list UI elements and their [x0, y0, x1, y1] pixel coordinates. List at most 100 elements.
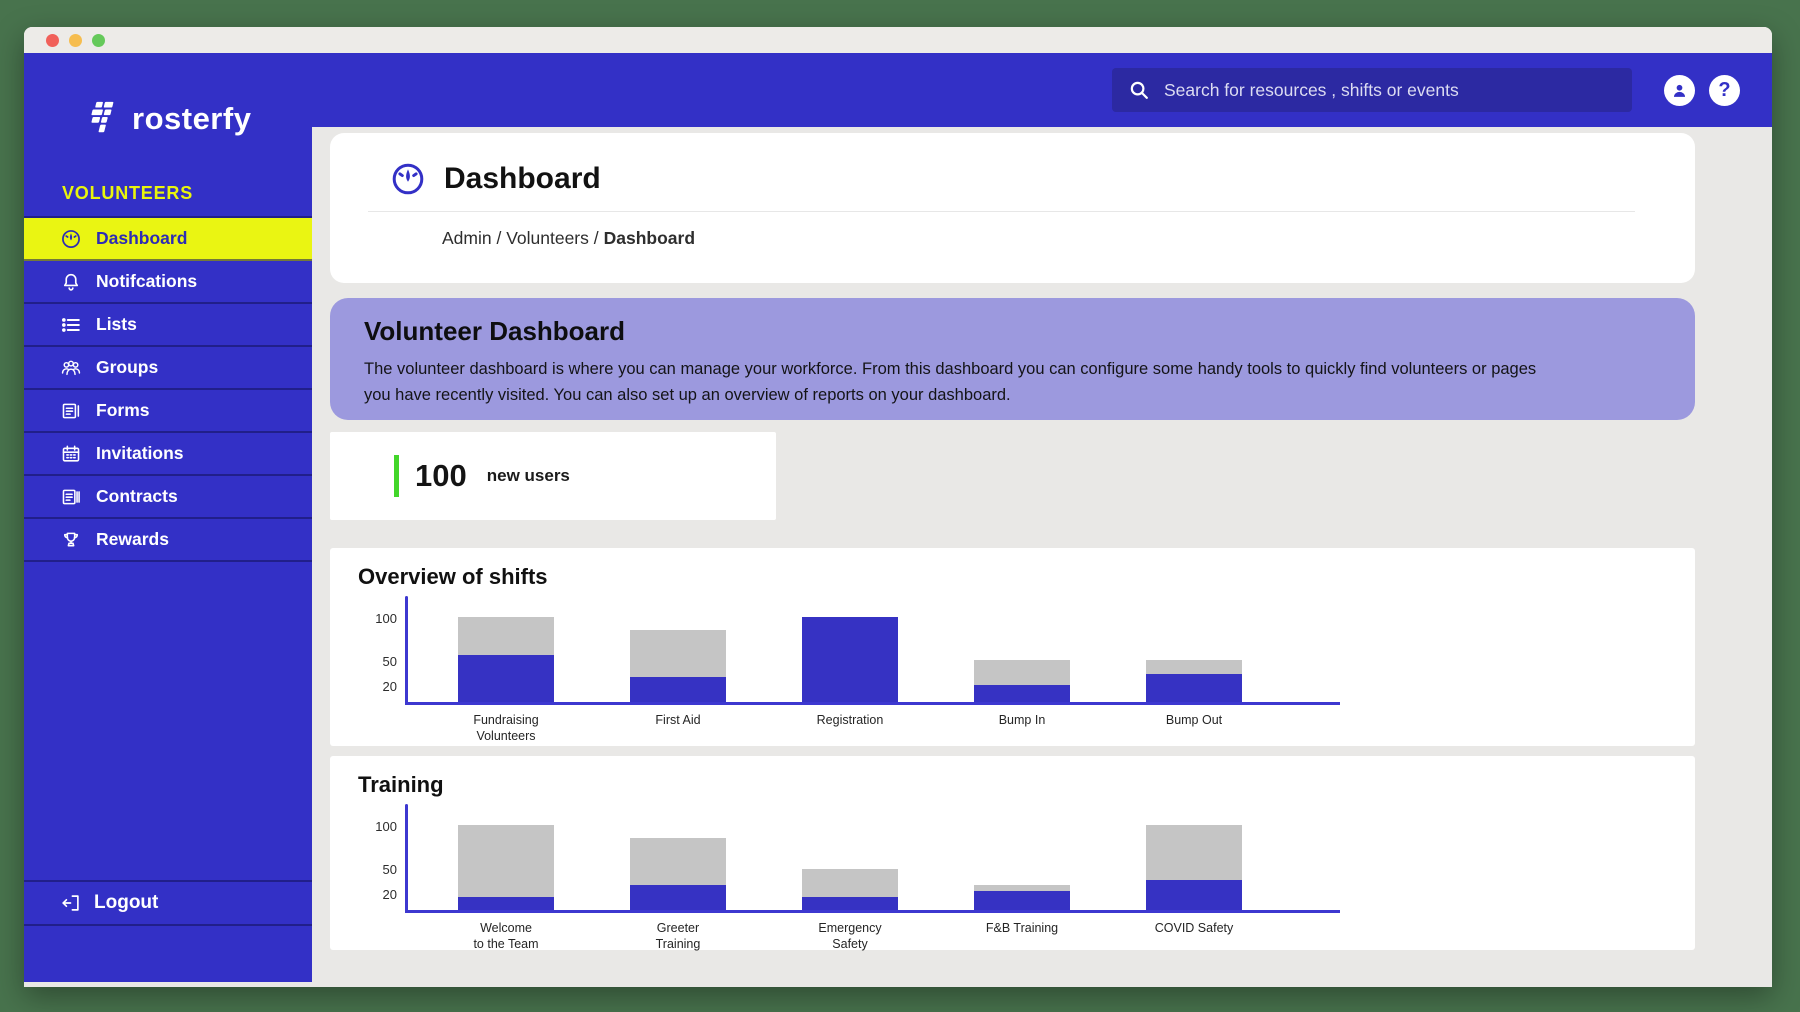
sidebar-item-rewards[interactable]: Rewards [24, 519, 312, 562]
category-label: F&B Training [985, 921, 1059, 935]
sidebar: rosterfy VOLUNTEERS Dashboard Notifcation… [24, 53, 312, 982]
logout-label: Logout [94, 892, 159, 913]
chart-title: Training [358, 772, 444, 797]
breadcrumb-current: Dashboard [603, 228, 696, 248]
search-box[interactable] [1112, 68, 1632, 112]
sidebar-item-label: Contracts [96, 486, 178, 506]
accent-bar [394, 455, 399, 497]
profile-button[interactable] [1664, 74, 1695, 106]
new-users-label: new users [486, 466, 570, 485]
training-card: Training 100 50 20 Welcome to the Team Greet… [330, 756, 1695, 952]
new-users-value: 100 [415, 458, 467, 493]
logout-icon [60, 892, 82, 914]
sidebar-item-label: Lists [96, 314, 137, 334]
category-label: Registration [816, 713, 884, 727]
sidebar-item-notifcations[interactable]: Notifcations [24, 261, 312, 304]
main-content: Dashboard Admin / Volunteers / Dashboard … [312, 127, 1772, 987]
minimize-window-button[interactable] [69, 33, 82, 47]
banner-title: Volunteer Dashboard [364, 316, 626, 346]
stacked-bar [974, 659, 1070, 702]
topbar: ? [312, 53, 1772, 127]
stacked-bar [802, 869, 898, 910]
sidebar-item-label: Groups [96, 357, 159, 377]
zoom-window-button[interactable] [92, 33, 105, 47]
bar-segment-filled [802, 897, 898, 910]
breadcrumb: Admin / Volunteers / Dashboard [442, 228, 1695, 249]
calendar-icon [60, 443, 82, 465]
stacked-bar [458, 617, 554, 702]
bar-segment-filled [1146, 880, 1242, 910]
sidebar-item-groups[interactable]: Groups [24, 347, 312, 390]
y-axis-line [405, 596, 408, 705]
question-mark-icon: ? [1718, 78, 1731, 101]
y-axis-tick-label: 100 [375, 819, 397, 834]
bar-segment-remaining [1146, 825, 1242, 881]
sidebar-item-logout[interactable]: Logout [24, 880, 312, 926]
bar-segment-remaining [630, 837, 726, 885]
category-label: Bump In [998, 713, 1046, 727]
search-icon [1128, 79, 1150, 101]
sidebar-item-label: Invitations [96, 443, 184, 463]
breadcrumb-path[interactable]: Admin / Volunteers / [442, 228, 599, 248]
x-axis-line [405, 910, 1340, 913]
people-icon [60, 357, 82, 379]
sidebar-item-label: Dashboard [96, 228, 188, 248]
bar-segment-remaining [974, 659, 1070, 685]
contract-icon [60, 486, 82, 508]
bar-segment-filled [1146, 673, 1242, 702]
category-label: Emergency Safety [818, 921, 882, 952]
bar-segment-remaining [974, 884, 1070, 892]
bar-segment-filled [630, 884, 726, 910]
bar-segment-filled [458, 655, 554, 702]
close-window-button[interactable] [46, 33, 59, 47]
bar-segment-remaining [1146, 659, 1242, 674]
list-icon [60, 314, 82, 336]
sidebar-item-forms[interactable]: Forms [24, 390, 312, 433]
category-label: Fundraising Volunteers [473, 713, 539, 744]
page-title: Dashboard [444, 162, 601, 195]
sidebar-item-lists[interactable]: Lists [24, 304, 312, 347]
help-button[interactable]: ? [1709, 74, 1740, 106]
overview-of-shifts-chart: 100 50 20 Fundraising Volunteers First Aid Re… [358, 596, 1695, 743]
page-header-card: Dashboard Admin / Volunteers / Dashboard [330, 133, 1695, 283]
y-axis-tick-label: 20 [382, 679, 397, 694]
bar-segment-remaining [458, 825, 554, 898]
stacked-bar [630, 837, 726, 910]
bar-segment-filled [802, 617, 898, 702]
category-label: First Aid [655, 713, 701, 727]
rosterfy-logo[interactable]: rosterfy [24, 53, 312, 139]
overview-of-shifts-card: Overview of shifts 100 50 20 Fundraising Vo… [330, 548, 1695, 746]
stacked-bar [630, 629, 726, 702]
new-users-stat-card: 100 new users [330, 432, 776, 520]
stacked-bar [974, 884, 1070, 910]
sidebar-item-dashboard[interactable]: Dashboard [24, 218, 312, 261]
stacked-bar [1146, 659, 1242, 702]
document-icon [60, 400, 82, 422]
rosterfy-logo-icon [82, 99, 120, 139]
category-label: Greeter Training [655, 921, 701, 952]
bar-segment-remaining [630, 629, 726, 677]
bar-segment-filled [974, 891, 1070, 910]
bar-segment-filled [974, 685, 1070, 702]
sidebar-nav: Dashboard Notifcations Lists Groups Forms Inv… [24, 216, 312, 562]
chart-title: Overview of shifts [358, 564, 548, 589]
y-axis-line [405, 804, 408, 913]
divider [368, 211, 1635, 212]
stacked-bar [1146, 825, 1242, 910]
sidebar-section-label: VOLUNTEERS [62, 183, 194, 203]
search-input[interactable] [1164, 79, 1616, 101]
category-label: Welcome to the Team [473, 921, 539, 952]
y-axis-tick-label: 100 [375, 611, 397, 626]
sidebar-item-label: Forms [96, 400, 150, 420]
logo-wordmark: rosterfy [132, 101, 252, 136]
trophy-icon [60, 529, 82, 551]
sidebar-item-contracts[interactable]: Contracts [24, 476, 312, 519]
sidebar-item-label: Rewards [96, 529, 169, 549]
gauge-icon [60, 228, 82, 250]
sidebar-item-invitations[interactable]: Invitations [24, 433, 312, 476]
y-axis-tick-label: 50 [382, 653, 397, 669]
category-label: COVID Safety [1154, 921, 1234, 935]
bar-segment-remaining [458, 617, 554, 656]
x-axis-line [405, 702, 1340, 705]
